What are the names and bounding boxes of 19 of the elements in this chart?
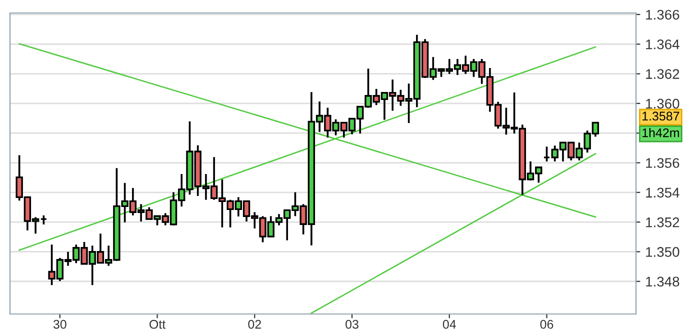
y-tick-label: 1.362 <box>646 69 680 79</box>
x-tick-label: 03 <box>346 320 358 329</box>
y-tick-label: 1.366 <box>646 10 680 20</box>
y-tick-label: 1.354 <box>646 188 680 198</box>
y-tick-label: 1.364 <box>646 39 680 50</box>
x-tick-label: 04 <box>442 320 456 329</box>
x-tick-label: 30 <box>53 320 66 329</box>
y-tick-label: 1.348 <box>646 276 680 287</box>
x-tick-label: Ott <box>150 320 166 329</box>
y-tick-label: 1.356 <box>646 158 680 168</box>
y-tick-label: 1.350 <box>646 247 680 257</box>
text: 1h42m <box>642 128 679 138</box>
text: 1.3587 <box>642 112 680 121</box>
candlestick <box>40 214 48 226</box>
candlestick <box>543 146 550 162</box>
y-tick-label: 1.360 <box>646 98 680 109</box>
x-tick-label: 06 <box>540 320 554 329</box>
x-tick-label: 02 <box>248 320 261 329</box>
y-tick-label: 1.352 <box>646 217 680 228</box>
